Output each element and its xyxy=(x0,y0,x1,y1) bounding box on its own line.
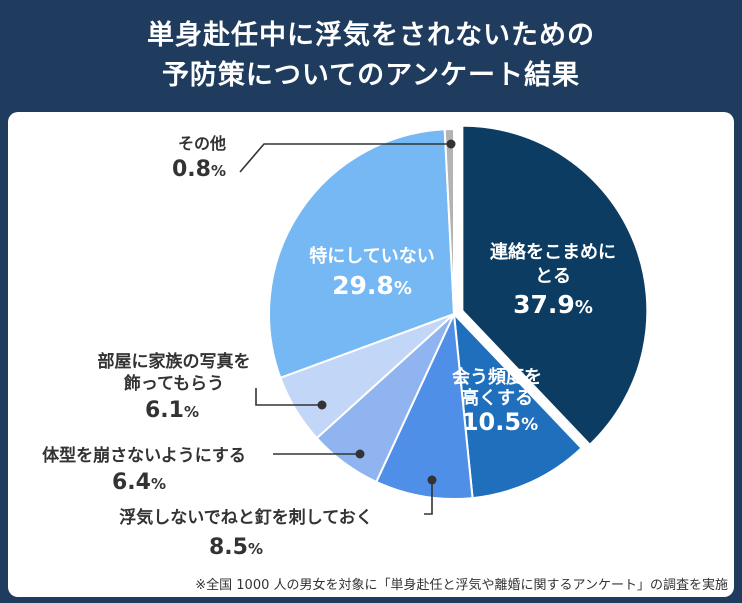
pie-slice-5 xyxy=(268,128,456,380)
pie-slices xyxy=(268,124,649,500)
slice-6-label-line-0: その他 xyxy=(178,134,226,153)
survey-footnote: ※全国 1000 人の男女を対象に「単身赴任と浮気や離婚に関するアンケート」の調… xyxy=(195,578,728,593)
pie-labels: 連絡をこまめにとる37.9%会う頻度を高くする10.5%特にしていない29.8%… xyxy=(42,134,616,560)
pie-slice-0 xyxy=(461,124,649,447)
chart-title-line-1: 単身赴任中に浮気をされないための xyxy=(147,20,595,51)
slice-4-leader-line xyxy=(255,388,322,406)
slice-1-label-line-0: 会う頻度を xyxy=(452,366,542,388)
chart-title-line-2: 予防策についてのアンケート結果 xyxy=(161,60,581,91)
slice-3-leader-dot xyxy=(355,449,365,459)
slice-2-leader-dot xyxy=(427,475,437,485)
slice-2-label-line-0: 浮気しないでねと釘を刺しておく xyxy=(119,507,372,528)
pie-slice-6 xyxy=(443,127,455,315)
slice-4-value: 6.1% xyxy=(145,398,199,423)
slice-4-label-line-0: 部屋に家族の写真を xyxy=(98,351,251,372)
slice-4-leader-dot xyxy=(317,400,327,410)
pie-slice-1 xyxy=(452,311,583,500)
slice-4-label-line-1: 飾ってもらう xyxy=(124,373,224,394)
slice-1-label-line-1: 高くする xyxy=(461,387,533,409)
slice-5-label-line-0: 特にしていない xyxy=(309,245,434,267)
slice-2-value: 8.5% xyxy=(209,535,263,560)
slice-0-label-line-1: とる xyxy=(535,266,571,287)
slice-6-leader-line xyxy=(239,143,451,173)
slice-0-label-line-0: 連絡をこまめに xyxy=(490,241,616,263)
slice-3-value: 6.4% xyxy=(112,470,166,495)
slice-2-leader-line xyxy=(424,480,433,515)
pie-slice-2 xyxy=(374,310,474,500)
chart-header: 単身赴任中に浮気をされないための 予防策についてのアンケート結果 xyxy=(0,0,742,112)
slice-6-leader-dot xyxy=(446,139,456,149)
slice-3-label-line-0: 体型を崩さないようにする xyxy=(42,445,246,466)
slice-6-value: 0.8% xyxy=(172,157,226,182)
